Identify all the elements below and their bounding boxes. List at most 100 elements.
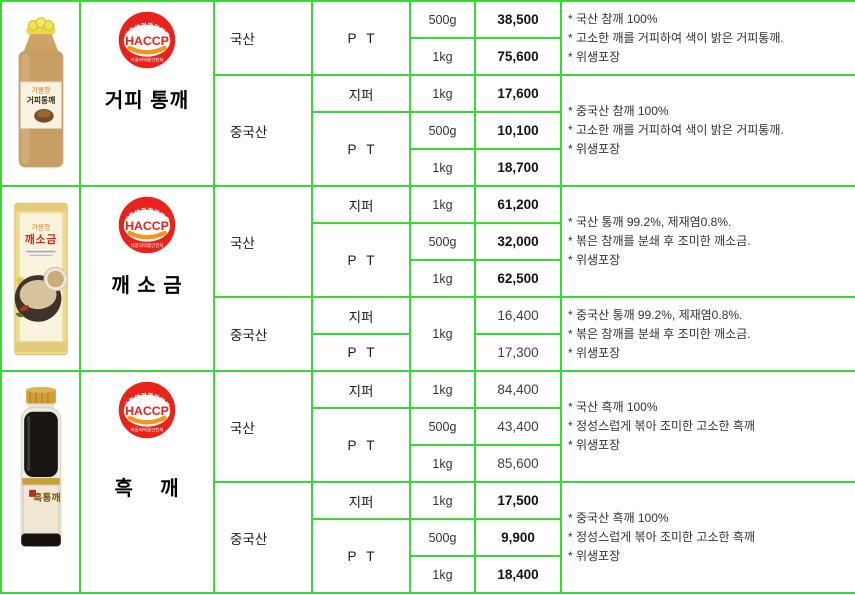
price-cell: 18,700 [474,148,562,187]
table-row: 중국산 지퍼 1kg 17,600 * 중국산 참깨 100% * 고소한 깨를… [1,74,855,187]
price-cell: 18,400 [474,555,562,594]
origin-label: 국산 [230,235,255,251]
size-cell: 1kg [409,185,476,224]
description-line: * 국산 흑깨 100% [568,400,658,414]
table-row: P T 500g 10,100 [1,111,855,187]
product-name-cell: 식품안전관리인증 HACCP 식품의약품안전처 흑 깨 [79,370,215,594]
package-type-cell: P T [311,111,411,187]
package-type-cell: P T [311,407,411,483]
size-cell: 1kg [409,148,476,187]
package-type-cell: P T [311,0,411,76]
description-line: * 국산 참깨 100% [568,11,658,26]
package-type-cell: 지퍼 [311,370,411,409]
price-cell: 10,100 [474,111,562,150]
size-cell: 500g [409,518,476,557]
description-cell: * 중국산 통깨 99.2%, 제재염0.8%. * 볶은 참깨를 분쇄 후 조… [560,296,855,372]
description-line: * 위생포장 [568,253,621,267]
table-row: 1kg 18,700 [1,148,855,187]
description-line: * 고소한 깨를 거피하여 색이 밝은 거피통깨. [568,30,784,45]
price-cell: 75,600 [474,37,562,76]
package-type-cell: P T [311,518,411,594]
product-image-cell: 가을향 거피통깨 [0,0,81,187]
haccp-badge-icon: 식품안전관리인증 HACCP 식품의약품안전처 [118,11,176,69]
package-type-cell: P T [311,333,411,372]
size-cell: 500g [409,0,476,39]
product-name: 깨 소 금 [111,275,183,297]
product-image-black-sesame-bottle: 흑통깨 [20,386,61,547]
package-type-cell: 지퍼 [311,296,411,335]
package-type-cell: 지퍼 [311,74,411,113]
price-cell: 62,500 [474,259,562,298]
table-row: 중국산 지퍼 1kg 17,500 * 중국산 흑깨 100% * 정성스럽게 … [1,481,855,594]
size-cell: 500g [409,111,476,150]
price-cell: 61,200 [474,185,562,224]
table-row: 중국산 지퍼 1kg 16,400 * 중국산 통깨 99.2%, 제재염0.8… [1,296,855,372]
size-cell: 500g [409,222,476,261]
origin-label: 중국산 [230,124,268,140]
haccp-badge-icon: 식품안전관리인증 HACCP 식품의약품안전처 [118,381,176,439]
table-row: 1kg 85,600 [1,444,855,483]
table-row: P T 17,300 [1,333,855,372]
size-cell: 1kg [409,481,476,520]
table-row: P T 500g 32,000 [1,222,855,298]
description-line: * 볶은 참깨를 분쇄 후 조미한 깨소금. [568,326,751,341]
origin-label: 국산 [230,420,255,436]
origin-cell: 국산 [213,0,313,76]
size-cell: 1kg [409,370,476,409]
package-type-label: P T [347,252,375,268]
description-cell: * 중국산 참깨 100% * 고소한 깨를 거피하여 색이 밝은 거피통깨. … [560,74,855,187]
description-line: * 국산 통깨 99.2%, 제재염0.8%. [568,215,732,229]
description-cell: * 국산 통깨 99.2%, 제재염0.8%. * 볶은 참깨를 분쇄 후 조미… [560,185,855,298]
package-type-label: P T [347,437,375,453]
haccp-main-text: HACCP [125,404,169,418]
size-cell: 1kg [409,37,476,76]
price-cell: 17,300 [474,333,562,372]
table-row: 흑통깨 식품안전관리인증 HACCP 식품의약품안전처 흑 깨 국산 지퍼 1k… [0,370,855,594]
bottle-label-text: 흑통깨 [33,491,60,504]
product-name: 흑 깨 [114,478,180,500]
size-cell: 1kg [409,444,476,483]
package-type-label: P T [347,141,375,157]
description-line: * 중국산 흑깨 100% [568,511,669,525]
description-line: * 위생포장 [568,345,621,360]
price-cell: 17,500 [474,481,562,520]
product-name-cell: 식품안전관리인증 HACCP 식품의약품안전처 깨 소 금 [79,185,215,372]
origin-label: 중국산 [230,531,268,547]
table-row: P T 500g 43,400 [1,407,855,483]
table-row: 가을향 깨소금 식품안전관리인증 HACCP [0,185,855,372]
origin-cell: 국산 [213,370,313,483]
origin-label: 국산 [230,32,255,47]
haccp-main-text: HACCP [125,34,169,48]
price-cell: 16,400 [474,296,562,335]
price-cell: 85,600 [474,444,562,483]
table-row: 가을향 거피통깨 식품안전관리인증 HACCP 식품의약품안전처 거피 통깨 [0,0,855,187]
description-line: * 정성스럽게 볶아 조미한 고소한 흑깨 [568,530,755,544]
package-type-label: P T [347,345,375,360]
product-name-cell: 식품안전관리인증 HACCP 식품의약품안전처 거피 통깨 [79,0,215,187]
table-row: 1kg 18,400 [1,555,855,594]
package-type-cell: 지퍼 [311,481,411,520]
price-cell: 84,400 [474,370,562,409]
description-cell: * 중국산 흑깨 100% * 정성스럽게 볶아 조미한 고소한 흑깨 * 위생… [560,481,855,594]
description-cell: * 국산 흑깨 100% * 정성스럽게 볶아 조미한 고소한 흑깨 * 위생포… [560,370,855,483]
origin-cell: 중국산 [213,481,313,594]
origin-cell: 중국산 [213,296,313,372]
description-cell: * 국산 참깨 100% * 고소한 깨를 거피하여 색이 밝은 거피통깨. *… [560,0,855,76]
table-row: P T 500g 9,900 [1,518,855,594]
description-line: * 위생포장 [568,549,621,563]
package-type-cell: P T [311,222,411,298]
price-cell: 38,500 [474,0,562,39]
price-cell: 9,900 [474,518,562,557]
haccp-bottom-text: 식품의약품안전처 [130,427,163,434]
haccp-bottom-text: 식품의약품안전처 [130,57,163,64]
description-line: * 중국산 통깨 99.2%, 제재염0.8%. [568,307,743,322]
package-type-label: P T [347,30,375,46]
origin-label: 중국산 [230,328,268,343]
package-type-label: P T [347,548,375,564]
product-name: 거피 통깨 [104,90,190,112]
size-cell: 1kg [409,555,476,594]
description-line: * 중국산 참깨 100% [568,104,669,118]
description-line: * 고소한 깨를 거피하여 색이 밝은 거피통깨. [568,123,784,137]
size-cell: 1kg [409,74,476,113]
